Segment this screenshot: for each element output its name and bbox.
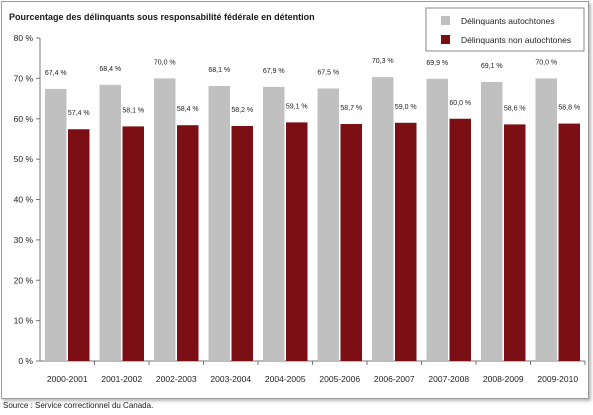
data-label: 70,3 %: [372, 58, 394, 65]
y-tick-label: 10 %: [14, 316, 34, 326]
x-tick-label: 2003-2004: [210, 374, 251, 384]
y-tick-label: 20 %: [14, 275, 34, 285]
source-note: Source : Service correctionnel du Canada…: [3, 401, 154, 410]
data-label: 67,9 %: [263, 68, 285, 75]
data-label: 70,0 %: [535, 59, 557, 66]
legend: Délinquants autochtones Délinquants non …: [425, 7, 585, 52]
bar-autochtones: [481, 82, 503, 361]
data-label: 57,4 %: [68, 110, 90, 117]
bar-autochtones: [208, 86, 230, 361]
bar-autochtones: [99, 84, 121, 362]
legend-box: [425, 7, 585, 52]
data-label: 58,6 %: [504, 105, 526, 112]
bars: 67,4 % 57,4 % 68,4 % 58,1 % 70,0 % 58,4 % 68,1…: [45, 58, 580, 362]
bar-non-autochtones: [395, 122, 417, 361]
data-label: 58,1 %: [122, 107, 144, 114]
data-label: 59,0 %: [395, 104, 417, 111]
data-label: 69,1 %: [481, 63, 503, 70]
bar-non-autochtones: [340, 123, 362, 361]
bar-non-autochtones: [231, 126, 253, 361]
data-label: 68,1 %: [208, 67, 230, 74]
data-label: 58,2 %: [231, 107, 253, 114]
data-label: 68,4 %: [99, 66, 121, 73]
data-label: 58,4 %: [177, 106, 199, 113]
legend-swatch-non-autochtones: [441, 35, 450, 44]
data-label: 70,0 %: [154, 59, 176, 66]
bar-autochtones: [426, 78, 448, 361]
y-tick-label: 70 %: [14, 73, 34, 83]
bar-non-autochtones: [122, 126, 144, 361]
bar-non-autochtones: [286, 122, 308, 361]
x-tick-label: 2008-2009: [483, 374, 524, 384]
bar-non-autochtones: [177, 125, 199, 362]
y-tick-label: 80 %: [14, 33, 34, 43]
x-tick-label: 2007-2008: [428, 374, 469, 384]
bar-autochtones: [317, 88, 339, 361]
y-tick-label: 0 %: [18, 356, 33, 366]
chart-title: Pourcentage des délinquants sous respons…: [9, 12, 315, 22]
legend-swatch-autochtones: [441, 16, 450, 25]
bar-autochtones: [372, 77, 394, 361]
data-label: 69,9 %: [426, 60, 448, 67]
bar-non-autochtones: [504, 124, 526, 361]
x-tick-label: 2001-2002: [101, 374, 142, 384]
data-label: 67,4 %: [45, 70, 67, 77]
legend-label-non-autochtones: Délinquants non autochtones: [461, 35, 571, 45]
data-label: 59,1 %: [286, 103, 308, 110]
x-tick-label: 2004-2005: [265, 374, 306, 384]
x-tick-label: 2005-2006: [319, 374, 360, 384]
bar-non-autochtones: [558, 123, 580, 361]
x-tick-label: 2006-2007: [374, 374, 415, 384]
y-tick-label: 60 %: [14, 114, 34, 124]
y-tick-label: 30 %: [14, 235, 34, 245]
bar-non-autochtones: [68, 129, 90, 361]
data-label: 58,7 %: [340, 105, 362, 112]
x-tick-label: 2000-2001: [47, 374, 88, 384]
chart: Pourcentage des délinquants sous respons…: [9, 7, 586, 384]
data-label: 58,8 %: [558, 105, 580, 112]
y-tick-label: 50 %: [14, 154, 34, 164]
bar-non-autochtones: [449, 118, 471, 361]
bar-autochtones: [535, 78, 557, 361]
bar-autochtones: [154, 78, 176, 361]
x-tick-label: 2002-2003: [156, 374, 197, 384]
x-tick-label: 2009-2010: [537, 374, 578, 384]
y-tick-label: 40 %: [14, 195, 34, 205]
bar-autochtones: [45, 88, 67, 361]
legend-label-autochtones: Délinquants autochtones: [461, 16, 555, 26]
data-label: 60,0 %: [449, 100, 471, 107]
data-label: 67,5 %: [317, 69, 339, 76]
bar-autochtones: [263, 86, 285, 361]
